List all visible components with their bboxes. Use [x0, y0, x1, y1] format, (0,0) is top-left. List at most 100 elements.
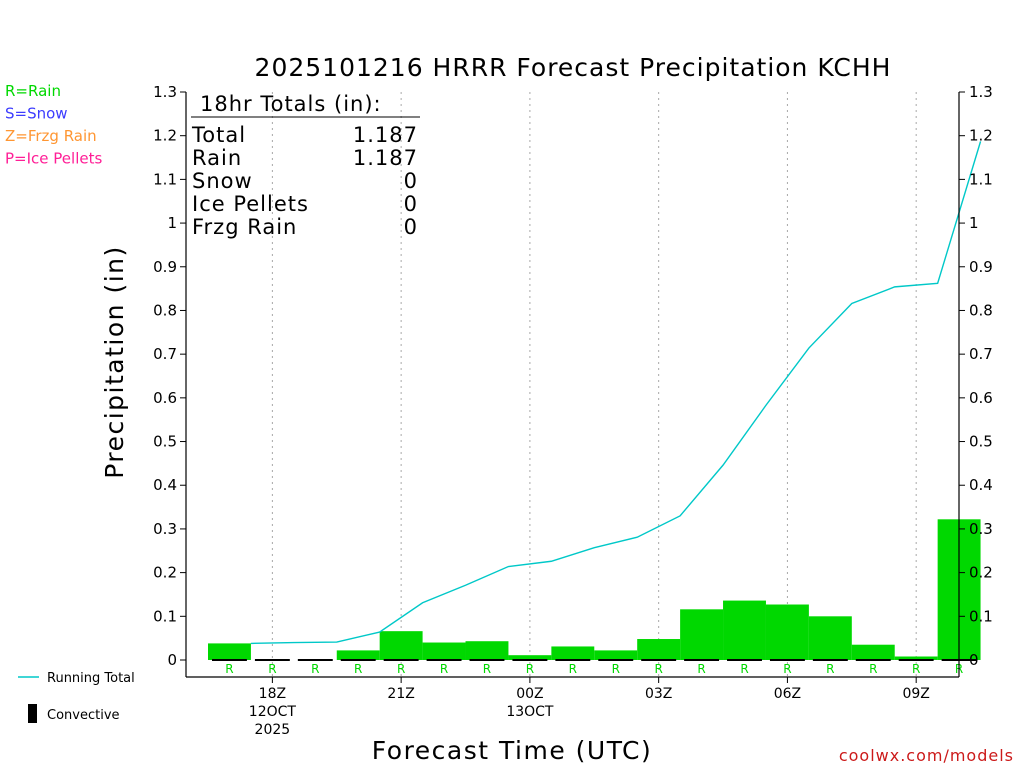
- y-tick-label-left: 0.9: [153, 258, 177, 276]
- y-tick-label-left: 1.2: [153, 127, 177, 145]
- ptype-label: R: [483, 662, 491, 676]
- ptype-label: R: [397, 662, 405, 676]
- y-tick-label-left: 1.1: [153, 170, 177, 188]
- line-layer: [250, 141, 982, 645]
- ptype-label: R: [225, 662, 233, 676]
- y-tick-label-left: 0.4: [153, 476, 177, 494]
- y-tick-label-right: 0.9: [969, 258, 993, 276]
- x-tick-label: 13OCT: [506, 704, 554, 720]
- precip-bar: [379, 631, 423, 660]
- ptype-label: R: [354, 662, 362, 676]
- precip-bar: [894, 656, 938, 660]
- precip-bar: [808, 616, 852, 660]
- totals-row-label: Rain: [192, 146, 242, 170]
- x-tick-label: 18Z: [259, 686, 286, 702]
- precip-bar: [851, 644, 895, 660]
- x-tick-label: 2025: [255, 722, 291, 738]
- ptype-label: R: [654, 662, 662, 676]
- x-axis-label: Forecast Time (UTC): [372, 736, 652, 765]
- y-tick-label-left: 0: [167, 651, 177, 669]
- ptype-label: R: [569, 662, 577, 676]
- type-legend-item: Z=Frzg Rain: [5, 127, 97, 145]
- convective-legend-label: Convective: [47, 708, 120, 723]
- y-tick-label-right: 0: [969, 651, 979, 669]
- ptype-label: R: [311, 662, 319, 676]
- type-legend-item: S=Snow: [5, 105, 68, 123]
- ptype-label: R: [440, 662, 448, 676]
- bar-layer: [208, 519, 981, 661]
- x-tick-label: 09Z: [902, 686, 929, 702]
- totals-row-label: Frzg Rain: [192, 215, 297, 239]
- x-tick-label: 21Z: [387, 686, 414, 702]
- totals-row-value: 1.187: [353, 146, 418, 170]
- y-tick-label-right: 1: [969, 214, 979, 232]
- type-legend: R=Rain S=Snow Z=Frzg Rain P=Ice Pellets: [5, 82, 102, 168]
- bottom-legend: Running Total Convective: [18, 671, 135, 723]
- grid-layer: [271, 92, 917, 677]
- y-tick-label-right: 0.4: [969, 476, 993, 494]
- ptype-label-layer: RRRRRRRRRRRRRRRRRR: [225, 662, 963, 676]
- precip-bar: [637, 639, 681, 660]
- y-tick-label-right: 0.6: [969, 389, 993, 407]
- type-legend-item: R=Rain: [5, 82, 61, 100]
- ptype-label: R: [612, 662, 620, 676]
- y-tick-label-right: 0.2: [969, 564, 993, 582]
- y-tick-label-right: 0.3: [969, 520, 993, 538]
- y-tick-label-left: 0.5: [153, 433, 177, 451]
- x-tick-label: 03Z: [645, 686, 672, 702]
- y-tick-label-right: 0.1: [969, 607, 993, 625]
- precip-bar: [723, 600, 766, 660]
- precip-bar: [680, 609, 724, 660]
- ptype-label: R: [268, 662, 276, 676]
- totals-box: 18hr Totals (in): Total 1.187 Rain 1.187 Snow…: [191, 92, 420, 239]
- totals-header: 18hr Totals (in):: [200, 92, 382, 116]
- y-tick-label-left: 0.2: [153, 564, 177, 582]
- precip-bar: [508, 655, 552, 660]
- y-tick-label-right: 1.3: [969, 83, 993, 101]
- y-tick-label-left: 0.1: [153, 607, 177, 625]
- type-legend-item: P=Ice Pellets: [5, 150, 102, 168]
- precip-bar: [765, 604, 809, 660]
- y-tick-label-right: 0.8: [969, 301, 993, 319]
- totals-row-label: Total: [191, 123, 246, 147]
- totals-row-label: Ice Pellets: [192, 192, 309, 216]
- axis-layer: 0 00.1 0.10.2 0.20.3 0.30.4 0.40.5 0.50.6 0.60.…: [153, 83, 993, 738]
- chart-title: 2025101216 HRRR Forecast Precipitation K…: [255, 53, 892, 82]
- y-tick-label-right: 1.2: [969, 127, 993, 145]
- totals-row-label: Snow: [192, 169, 253, 193]
- x-tick-label: 06Z: [774, 686, 801, 702]
- running-total-line: [250, 141, 982, 645]
- ptype-label: R: [740, 662, 748, 676]
- y-tick-label-right: 0.5: [969, 433, 993, 451]
- precip-bar: [336, 650, 380, 660]
- totals-row-value: 0: [404, 169, 418, 193]
- ptype-label: R: [912, 662, 920, 676]
- ptype-label: R: [826, 662, 834, 676]
- precip-bar: [422, 642, 466, 660]
- y-tick-label-left: 0.7: [153, 345, 177, 363]
- credit-text: coolwx.com/models: [839, 746, 1014, 765]
- ptype-label: R: [783, 662, 791, 676]
- totals-row-value: 0: [404, 192, 418, 216]
- y-tick-label-left: 1.3: [153, 83, 177, 101]
- ptype-label: R: [697, 662, 705, 676]
- precip-bar: [551, 646, 595, 660]
- y-tick-label-left: 0.3: [153, 520, 177, 538]
- ptype-label: R: [869, 662, 877, 676]
- x-tick-label: 00Z: [516, 686, 543, 702]
- y-tick-label-right: 0.7: [969, 345, 993, 363]
- y-tick-label-left: 0.6: [153, 389, 177, 407]
- precip-bar: [465, 641, 509, 660]
- running-total-legend-label: Running Total: [47, 671, 135, 686]
- totals-row-value: 0: [404, 215, 418, 239]
- precip-bar: [208, 643, 251, 660]
- y-tick-label-left: 0.8: [153, 301, 177, 319]
- precip-bar: [594, 650, 638, 660]
- y-tick-label-right: 1.1: [969, 170, 993, 188]
- totals-row-value: 1.187: [353, 123, 418, 147]
- y-tick-label-left: 1: [167, 214, 177, 232]
- ptype-label: R: [526, 662, 534, 676]
- x-tick-label: 12OCT: [249, 704, 297, 720]
- y-axis-label: Precipitation (in): [100, 245, 129, 479]
